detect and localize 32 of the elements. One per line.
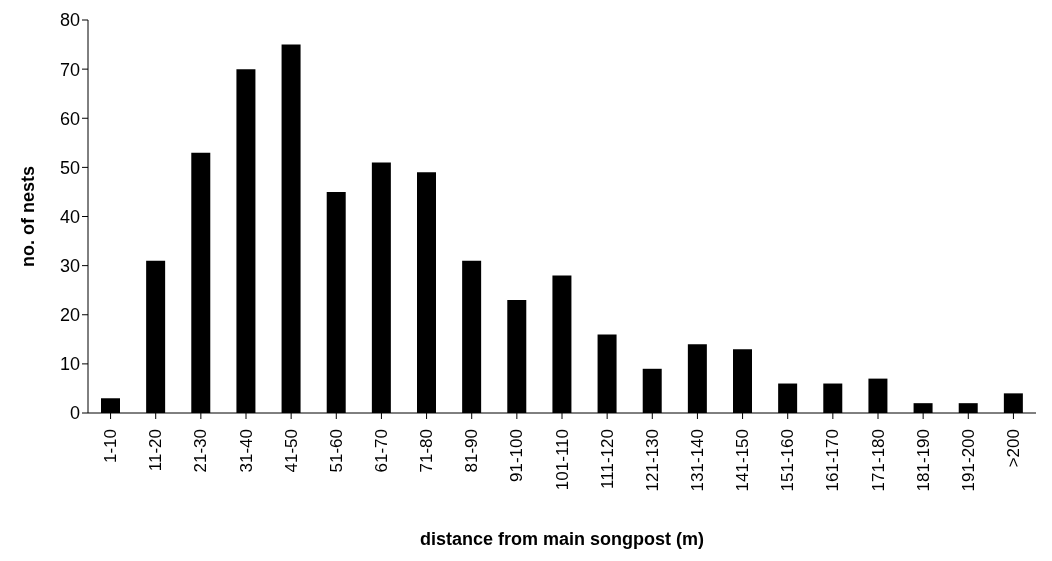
x-tick-label: 71-80 — [417, 429, 437, 473]
y-tick-label: 50 — [59, 157, 80, 178]
x-tick-label: >200 — [1003, 429, 1023, 468]
y-tick-label: 20 — [59, 305, 80, 326]
x-tick-label: 11-20 — [146, 429, 166, 472]
x-tick-label: 81-90 — [462, 429, 482, 473]
x-axis-title: distance from main songpost (m) — [419, 529, 705, 549]
x-tick-label: 171-180 — [868, 429, 888, 492]
x-tick-label: 191-200 — [958, 429, 978, 492]
y-tick-label: 70 — [59, 59, 80, 80]
x-tick-label: 91-100 — [507, 429, 527, 482]
y-tick-label: 10 — [59, 354, 80, 375]
x-tick-label: 101-110 — [552, 429, 572, 491]
x-tick-label: 131-140 — [687, 429, 707, 492]
x-tick-label: 141-150 — [733, 429, 753, 492]
x-tick-label: 1-10 — [101, 429, 121, 464]
y-tick-label: 80 — [59, 10, 80, 31]
x-tick-label: 151-160 — [778, 429, 798, 492]
x-tick-label: 121-130 — [642, 429, 662, 492]
y-axis-title: no. of nests — [18, 165, 39, 268]
x-tick-label: 51-60 — [326, 429, 346, 473]
x-tick-label: 111-120 — [597, 429, 617, 489]
y-tick-label: 30 — [59, 256, 80, 277]
x-tick-label: 31-40 — [236, 429, 256, 473]
x-tick-label: 161-170 — [823, 429, 843, 492]
y-tick-label: 0 — [69, 403, 80, 424]
x-tick-label: 41-50 — [281, 429, 301, 473]
y-tick-label: 60 — [59, 108, 80, 129]
x-tick-label: 61-70 — [371, 429, 391, 473]
y-tick-label: 40 — [59, 206, 80, 227]
x-tick-label: 21-30 — [191, 429, 211, 473]
x-tick-label: 181-190 — [913, 429, 933, 492]
